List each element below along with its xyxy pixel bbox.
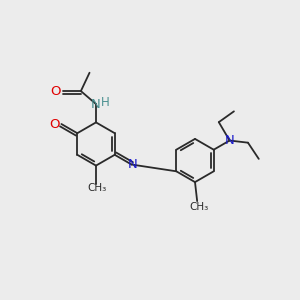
Text: CH₃: CH₃ <box>88 184 107 194</box>
Text: N: N <box>225 134 235 147</box>
Text: H: H <box>101 96 110 109</box>
Text: N: N <box>91 98 101 110</box>
Text: O: O <box>50 118 60 130</box>
Text: O: O <box>51 85 61 98</box>
Text: N: N <box>127 158 137 171</box>
Text: CH₃: CH₃ <box>190 202 209 212</box>
